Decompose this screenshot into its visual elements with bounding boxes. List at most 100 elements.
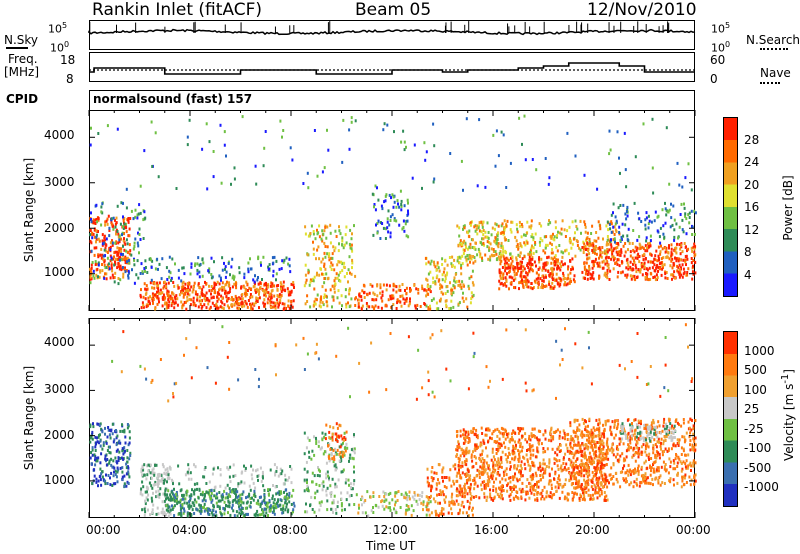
power-cell <box>180 300 183 304</box>
velocity-cell <box>469 485 472 489</box>
velocity-cell <box>144 510 147 514</box>
power-cell <box>396 301 399 305</box>
power-cell <box>438 269 441 273</box>
power-cell <box>178 293 181 297</box>
power-cell <box>305 278 308 282</box>
power-cell <box>466 263 469 267</box>
power-cell <box>116 230 119 233</box>
power-cell <box>193 281 196 285</box>
power-cell <box>694 211 697 215</box>
power-cell <box>551 248 554 251</box>
power-cell <box>633 259 635 263</box>
velocity-cell <box>97 484 99 488</box>
power-cell <box>527 266 530 269</box>
power-cell <box>342 246 345 250</box>
velocity-cell <box>397 490 400 493</box>
power-cell <box>626 273 629 277</box>
velocity-cell <box>292 501 295 505</box>
power-cell <box>490 247 493 251</box>
power-cell <box>658 262 661 266</box>
power-cell <box>285 256 288 260</box>
velocity-cell <box>584 480 587 484</box>
power-cell <box>196 272 199 276</box>
power-cell <box>659 241 662 245</box>
velocity-cell <box>507 476 510 480</box>
power-cell <box>94 222 97 225</box>
power-cell <box>462 291 464 295</box>
power-cell <box>518 262 521 266</box>
velocity-cell <box>121 470 124 474</box>
power-cell <box>614 240 616 244</box>
power-cell <box>513 270 516 274</box>
power-cell <box>200 306 203 310</box>
power-cell <box>676 161 679 165</box>
power-cell <box>368 291 371 295</box>
velocity-cell <box>325 423 328 427</box>
velocity-cell <box>460 503 463 507</box>
power-cell <box>616 262 619 266</box>
power-cell <box>612 255 615 259</box>
power-cell <box>495 252 498 256</box>
power-cell <box>324 255 327 259</box>
velocity-cell <box>512 478 515 482</box>
velocity-cell <box>104 482 107 486</box>
power-cell <box>265 283 267 287</box>
power-cell <box>515 245 518 248</box>
velocity-cell <box>560 449 562 453</box>
velocity-cell <box>163 478 166 482</box>
power-cell <box>117 252 120 256</box>
power-cell <box>583 276 586 280</box>
power-cell <box>234 300 237 304</box>
velocity-cell <box>108 451 111 454</box>
power-cell <box>414 306 417 310</box>
power-cell <box>521 225 524 229</box>
velocity-cell <box>459 476 462 479</box>
power-cell <box>218 274 221 278</box>
power-cell <box>396 199 399 203</box>
power-cell <box>568 280 571 284</box>
velocity-cell <box>286 497 289 501</box>
freq-strip-frame <box>89 52 695 82</box>
velocity-cell <box>116 470 119 474</box>
power-cell <box>141 270 144 274</box>
power-cell <box>115 221 118 225</box>
velocity-cell <box>93 453 96 457</box>
power-cell <box>585 269 588 273</box>
power-cell <box>100 223 103 227</box>
power-cell <box>641 265 644 269</box>
velocity-cell <box>343 431 346 435</box>
velocity-cell <box>462 433 464 437</box>
velocity-cell <box>334 453 337 457</box>
power-cell <box>137 231 139 235</box>
velocity-cell <box>605 494 608 498</box>
power-cell <box>529 267 532 271</box>
power-cell <box>95 240 97 244</box>
power-cell <box>579 248 582 252</box>
velocity-cell <box>168 505 171 509</box>
power-cell <box>691 233 694 236</box>
velocity-cell <box>323 450 326 454</box>
power-cell <box>538 266 541 270</box>
velocity-cell <box>437 478 439 482</box>
power-cell <box>432 276 435 280</box>
power-cell <box>625 275 628 279</box>
power-cell <box>478 250 481 254</box>
power-cell <box>451 264 454 268</box>
power-cell <box>679 258 682 262</box>
velocity-cell <box>329 425 332 429</box>
velocity-cell <box>121 466 124 470</box>
velocity-cell <box>212 509 215 513</box>
power-cell <box>113 251 116 255</box>
power-ytick: 4000 <box>44 128 75 142</box>
power-cell <box>149 258 152 262</box>
velocity-cell <box>425 505 428 509</box>
power-cell <box>465 297 468 301</box>
velocity-cell <box>470 455 473 459</box>
power-cell <box>660 244 662 248</box>
velocity-cell <box>115 449 118 453</box>
velocity-cell <box>210 500 213 504</box>
power-cell <box>325 294 328 298</box>
power-cell <box>268 293 271 297</box>
power-cell <box>685 232 688 236</box>
velocity-cell <box>271 494 274 498</box>
